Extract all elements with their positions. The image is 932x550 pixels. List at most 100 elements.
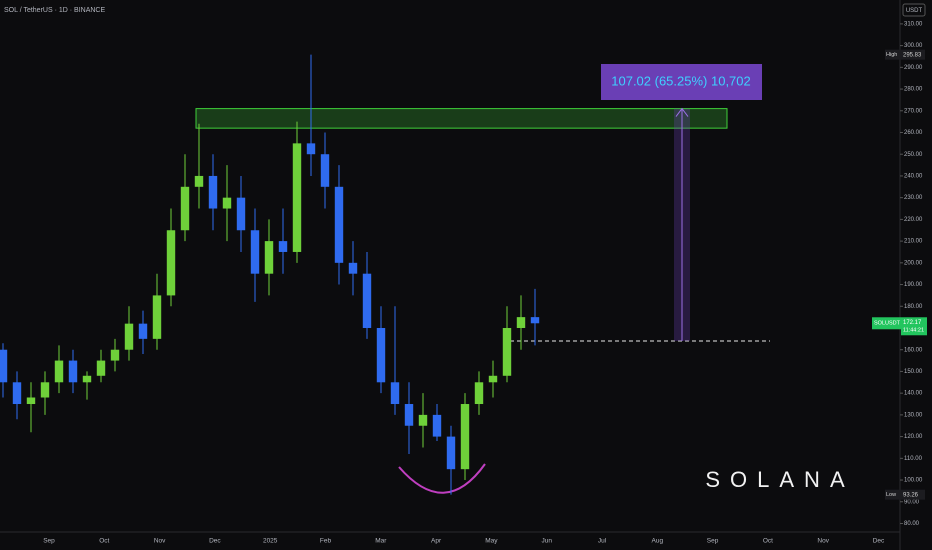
watermark: SOLANA — [705, 467, 854, 492]
candle-body — [432, 414, 442, 437]
y-tick-label: 210.00 — [904, 239, 923, 245]
y-tick-label: 200.00 — [904, 260, 923, 266]
price-tag-value: 295.83 — [903, 52, 922, 58]
y-tick-label: 250.00 — [904, 152, 923, 158]
x-tick-label: Apr — [431, 538, 442, 545]
y-tick-label: 110.00 — [904, 456, 923, 462]
candle-body — [96, 360, 106, 376]
candle-body — [166, 230, 176, 296]
price-tag-box — [901, 489, 925, 500]
x-tick-label: Nov — [154, 538, 166, 545]
resistance-zone — [195, 108, 728, 129]
measure-box — [601, 64, 762, 100]
candle-body — [68, 360, 78, 383]
candle-body — [404, 404, 414, 426]
candle-body — [474, 382, 484, 405]
x-tick-label: Dec — [873, 538, 885, 545]
candle-body — [460, 404, 470, 470]
candle-body — [82, 375, 92, 383]
price-tag-box — [901, 49, 925, 60]
price-tag-value: 93.26 — [903, 492, 919, 498]
candle-body — [306, 143, 316, 155]
y-tick-label: 120.00 — [904, 434, 923, 440]
y-tick-label: 310.00 — [904, 21, 923, 27]
x-tick-label: Jul — [598, 538, 607, 545]
last-price-box — [901, 317, 927, 336]
candle-body — [348, 262, 358, 274]
x-tick-label: Aug — [652, 538, 664, 545]
candle-body — [110, 349, 120, 361]
x-tick-label: 2025 — [263, 538, 278, 545]
candle-body — [194, 175, 204, 187]
y-tick-label: 260.00 — [904, 130, 923, 136]
y-tick-label: 270.00 — [904, 108, 923, 114]
chart-title: SOL / TetherUS · 1D · BINANCE — [4, 7, 105, 14]
candle-body — [236, 197, 246, 231]
x-tick-label: Oct — [99, 538, 109, 545]
candle-body — [390, 382, 400, 405]
y-tick-label: 160.00 — [904, 347, 923, 353]
price-tag — [885, 489, 901, 500]
cup-curve — [398, 463, 486, 494]
candle-body — [208, 175, 218, 209]
last-price-time: 11:44:21 — [903, 328, 924, 334]
candle-body — [138, 323, 148, 339]
currency-box — [902, 3, 926, 17]
y-tick-label: 280.00 — [904, 87, 923, 93]
candle-body — [418, 414, 428, 426]
x-tick-label: Jun — [541, 538, 552, 545]
candle-body — [26, 397, 36, 405]
measure-arrow-head — [675, 107, 689, 117]
candle-body — [54, 360, 64, 383]
candle-body — [124, 323, 134, 350]
y-tick-label: 220.00 — [904, 217, 923, 223]
last-price-name: SOLUSDT — [874, 321, 901, 327]
candle-body — [362, 273, 372, 328]
y-tick-label: 290.00 — [904, 65, 923, 71]
candle-body — [278, 241, 288, 252]
candle-body — [152, 295, 162, 339]
y-tick-label: 300.00 — [904, 43, 923, 49]
measure-label: 107.02 (65.25%) 10,702 — [611, 73, 751, 88]
y-tick-label: 80.00 — [904, 521, 920, 527]
candle-body — [376, 327, 386, 383]
candle-body — [516, 317, 526, 328]
currency: USDT — [906, 8, 923, 14]
x-tick-label: Sep — [707, 538, 719, 545]
candle-body — [530, 317, 540, 324]
y-tick-label: 240.00 — [904, 174, 923, 180]
candle-body — [264, 241, 274, 274]
x-tick-label: Feb — [320, 538, 332, 545]
candle-body — [250, 230, 260, 274]
candle-body — [334, 186, 344, 263]
y-tick-label: 190.00 — [904, 282, 923, 288]
candle-body — [180, 186, 190, 231]
y-tick-label: 130.00 — [904, 412, 923, 418]
candle-body — [12, 382, 22, 405]
last-price-value: 172.17 — [903, 320, 922, 326]
candle-body — [446, 436, 456, 470]
y-tick-label: 90.00 — [904, 499, 920, 505]
candle-body — [292, 143, 302, 252]
y-tick-label: 230.00 — [904, 195, 923, 201]
candle-body — [0, 349, 8, 383]
y-tick-label: 180.00 — [904, 304, 923, 310]
x-tick-label: Mar — [375, 538, 387, 545]
price-tag-name: High — [886, 52, 897, 58]
y-tick-label: 140.00 — [904, 391, 923, 397]
candle-body — [222, 197, 232, 209]
x-tick-label: Nov — [817, 538, 829, 545]
candle-body — [320, 154, 330, 187]
candle-body — [40, 382, 50, 398]
y-tick-label: 100.00 — [904, 478, 923, 484]
x-tick-label: Oct — [763, 538, 773, 545]
y-tick-label: 150.00 — [904, 369, 923, 375]
candle-body — [488, 375, 498, 383]
last-price-tag — [872, 317, 901, 330]
x-tick-label: Sep — [43, 538, 55, 545]
price-tag-name: Low — [886, 492, 896, 498]
candle-body — [502, 327, 512, 376]
price-tag — [885, 49, 901, 60]
x-tick-label: Dec — [209, 538, 221, 545]
